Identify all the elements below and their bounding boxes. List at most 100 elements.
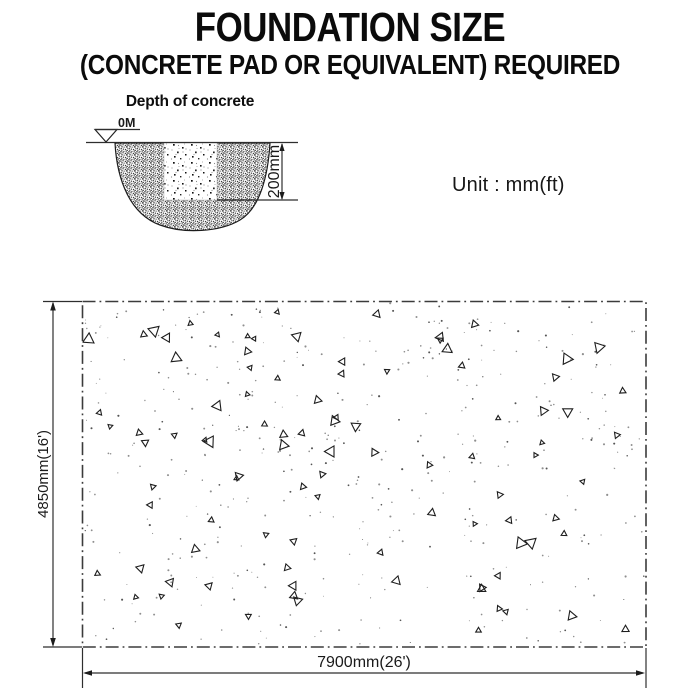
aggregate-triangle (107, 423, 114, 431)
aggregate-triangle (278, 428, 289, 439)
aggregate-triangle (476, 583, 487, 592)
aggregate-triangle (533, 451, 540, 459)
aggregate-triangle (350, 422, 362, 433)
aggregate-triangle (134, 564, 145, 574)
aggregate-triangle (539, 405, 550, 417)
aggregate-triangle (313, 394, 324, 405)
aggregate-triangle (201, 435, 214, 449)
aggregate-triangle (496, 490, 505, 500)
height-dimension-label: 4850mm(16') (35, 430, 52, 518)
width-arrow-left (83, 670, 92, 676)
aggregate-triangle (132, 593, 140, 600)
aggregate-triangle (273, 308, 280, 316)
aggregate-triangle (82, 331, 95, 344)
aggregate-triangle (376, 548, 384, 557)
aggregate-triangle (371, 447, 380, 458)
aggregate-triangle (164, 577, 175, 588)
aggregate-triangle (470, 319, 480, 329)
aggregate-triangle (560, 529, 568, 537)
width-arrow-right (636, 670, 645, 676)
aggregate-triangle (618, 386, 627, 394)
depth-figure-caption: Depth of concrete (126, 93, 255, 110)
aggregate-triangle (233, 474, 240, 481)
aggregate-triangle (292, 596, 304, 607)
aggregate-triangle (174, 622, 183, 630)
aggregate-triangle (561, 408, 574, 419)
concrete-texture (82, 302, 645, 645)
aggregate-triangle (441, 342, 454, 354)
depth-of-concrete-figure: Depth of concrete 0M 200mm (86, 93, 298, 232)
aggregate-triangle (260, 419, 269, 427)
depth-arrow-up (279, 143, 285, 151)
aggregate-triangle (552, 513, 561, 522)
aggregate-triangle (504, 515, 513, 525)
aggregate-triangle (496, 604, 504, 613)
aggregate-triangle (457, 361, 466, 369)
aggregate-triangle (135, 428, 144, 437)
aggregate-triangle (390, 574, 401, 586)
depth-arrow-down (279, 192, 285, 200)
aggregate-triangle (434, 331, 445, 343)
aggregate-triangle (613, 431, 622, 440)
aggregate-triangle (283, 562, 292, 572)
pad-plan-outline (81, 300, 647, 648)
width-dimension-label: 7900mm(26') (317, 654, 411, 671)
page-title: FOUNDATION SIZE (194, 4, 506, 50)
aggregate-triangle (210, 399, 222, 412)
aggregate-triangle (426, 460, 434, 469)
aggregate-triangle (539, 438, 546, 446)
aggregate-triangle (278, 438, 291, 451)
aggregate-triangle (493, 571, 501, 580)
depth-dimension-label: 200mm (266, 145, 283, 198)
aggregate-triangle (472, 520, 479, 528)
aggregate-triangle (160, 332, 171, 344)
aggregate-triangle (426, 507, 437, 517)
aggregate-triangle (323, 444, 335, 458)
aggregate-triangle (562, 352, 575, 366)
aggregate-triangle (313, 493, 321, 501)
aggregate-triangle (201, 436, 208, 443)
aggregate-triangle (207, 515, 215, 523)
page-subtitle: (CONCRETE PAD OR EQUIVALENT) REQUIRED (79, 49, 621, 80)
aggregate-triangle (158, 593, 166, 601)
aggregate-triangle (170, 350, 183, 363)
aggregate-triangle (203, 582, 213, 592)
aggregate-triangle (299, 482, 308, 491)
aggregate-triangle (515, 535, 529, 550)
aggregate-triangle (337, 356, 346, 367)
aggregate-triangle (383, 368, 391, 376)
aggregate-triangle (250, 335, 257, 343)
aggregate-triangle (336, 369, 345, 378)
unit-note: Unit : mm(ft) (452, 174, 565, 196)
aggregate-triangle (145, 500, 153, 510)
aggregate-triangle (523, 537, 537, 551)
aggregate-triangle (288, 590, 299, 600)
aggregate-triangle (330, 414, 342, 427)
aggregate-triangle (139, 329, 149, 338)
plan-view-figure: 4850mm(16') 7900mm(26') (35, 300, 647, 688)
aggregate-triangle (244, 332, 252, 339)
aggregate-triangle (149, 483, 158, 491)
aggregate-triangle (501, 608, 509, 616)
aggregate-triangle (246, 364, 253, 372)
aggregate-triangle (190, 543, 201, 554)
aggregate-triangle (273, 374, 282, 381)
aggregate-triangle (93, 569, 102, 577)
aggregate-triangle (494, 414, 502, 421)
aggregate-triangle (467, 452, 476, 460)
aggregate-triangle (244, 613, 253, 621)
aggregate-triangle (262, 532, 270, 539)
ground-level-icon (93, 128, 119, 143)
aggregate-triangle (578, 478, 586, 486)
aggregate-triangle (95, 408, 103, 416)
aggregate-triangle (213, 331, 221, 338)
aggregate-triangle (140, 439, 150, 448)
aggregate-triangle (620, 624, 631, 633)
aggregate-triangle (594, 341, 607, 355)
concrete-pad-section (163, 142, 218, 201)
aggregate-triangle (170, 432, 178, 440)
aggregate-triangle (567, 609, 578, 621)
aggregate-triangle (474, 626, 483, 633)
aggregate-triangle (187, 319, 195, 327)
